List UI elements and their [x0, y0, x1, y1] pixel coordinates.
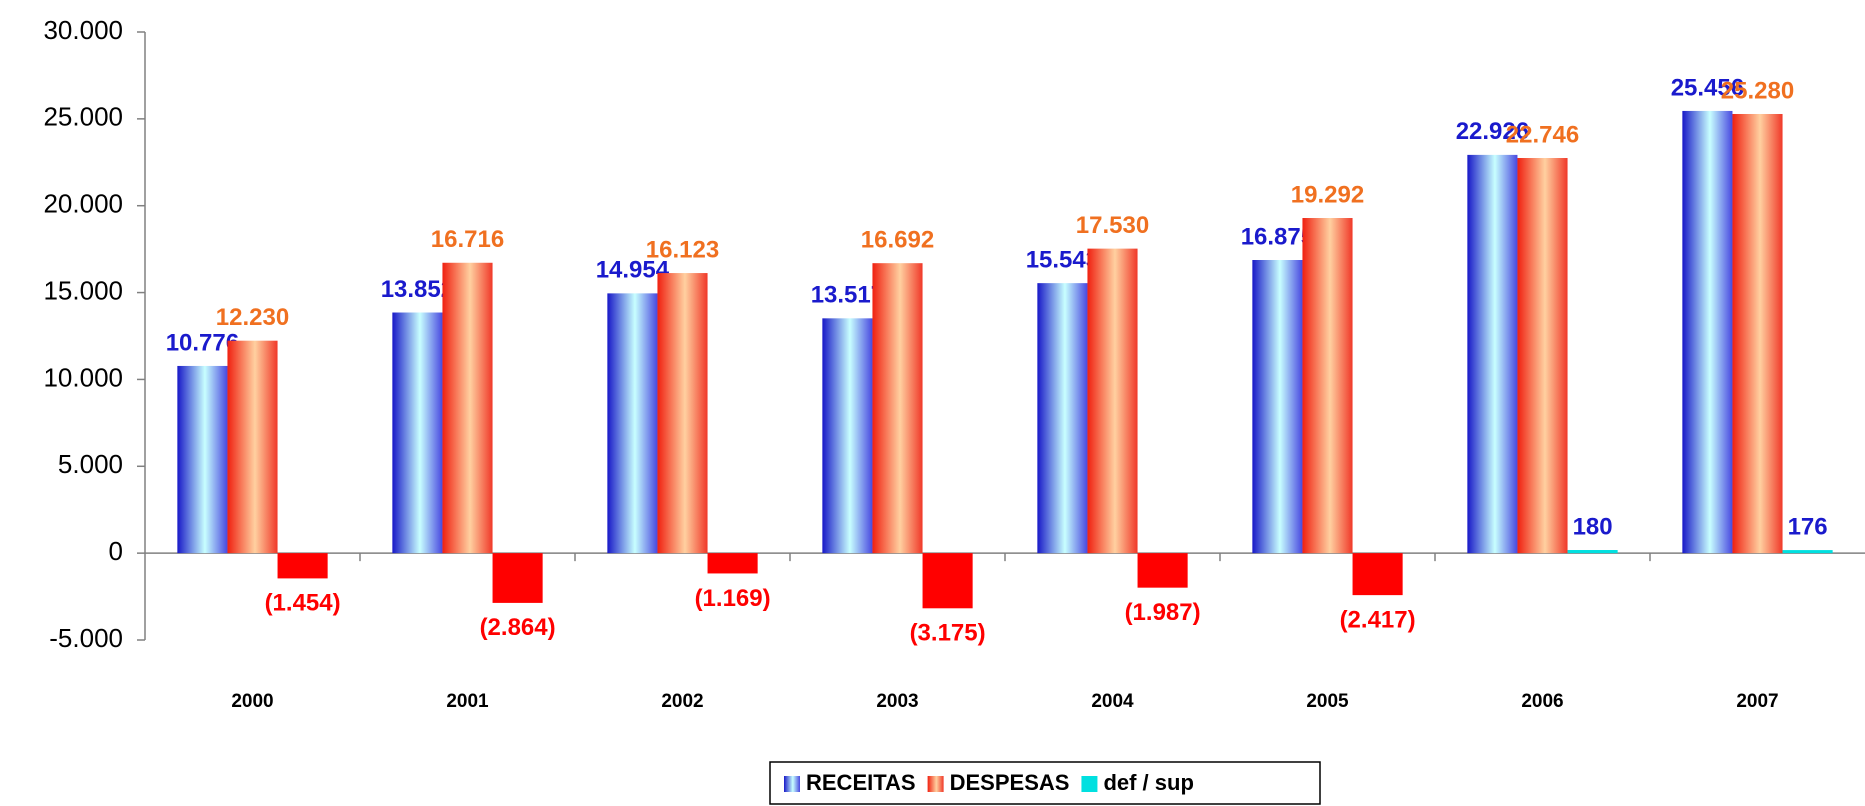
- bar: [657, 273, 708, 554]
- bar: [227, 340, 278, 554]
- x-tick-label: 2001: [446, 691, 489, 712]
- y-tick-label: 20.000: [43, 189, 123, 219]
- bar: [707, 553, 758, 574]
- legend-swatch: [784, 776, 800, 792]
- data-label: (1.987): [1125, 599, 1201, 626]
- bar: [1682, 110, 1733, 554]
- data-label: 22.746: [1506, 121, 1579, 148]
- bar: [492, 553, 543, 603]
- x-tick-label: 2007: [1736, 691, 1778, 712]
- bar: [922, 553, 973, 609]
- data-label: 17.530: [1076, 212, 1149, 239]
- x-tick-label: 2004: [1091, 691, 1134, 712]
- data-label: 176: [1788, 513, 1828, 540]
- data-label: 16.123: [646, 236, 719, 263]
- y-tick-label: -5.000: [49, 623, 123, 653]
- y-tick-label: 5.000: [58, 449, 123, 479]
- bar: [392, 312, 443, 554]
- data-label: 10.776: [166, 329, 239, 356]
- bar: [1137, 553, 1188, 588]
- data-label: 16.875: [1241, 223, 1314, 250]
- bar: [1087, 248, 1138, 554]
- data-label: 13.852: [381, 276, 454, 303]
- y-tick-label: 10.000: [43, 362, 123, 392]
- x-tick-label: 2006: [1521, 691, 1563, 712]
- legend-swatch: [927, 776, 944, 792]
- legend-label: def / sup: [1103, 770, 1193, 795]
- y-tick-label: 30.000: [43, 15, 123, 45]
- x-tick-label: 2003: [876, 691, 918, 712]
- data-label: 22.926: [1456, 118, 1529, 145]
- x-tick-label: 2005: [1306, 691, 1349, 712]
- data-label: 19.292: [1291, 181, 1364, 208]
- data-label: (2.417): [1340, 606, 1416, 633]
- data-label: 180: [1573, 513, 1613, 540]
- bar: [1517, 158, 1568, 554]
- data-label: (3.175): [910, 620, 986, 647]
- bar: [872, 263, 923, 554]
- bar: [1302, 218, 1353, 554]
- data-label: (1.169): [695, 585, 771, 612]
- x-tick-label: 2000: [231, 691, 273, 712]
- data-label: 15.543: [1026, 246, 1099, 273]
- bar: [1037, 283, 1088, 554]
- y-tick-label: 15.000: [43, 275, 123, 305]
- bar: [1252, 260, 1303, 554]
- data-label: (2.864): [480, 614, 556, 641]
- data-label: 12.230: [216, 304, 289, 331]
- legend-label: RECEITAS: [806, 770, 916, 795]
- legend-box: [769, 761, 1321, 805]
- bar: [442, 262, 493, 554]
- bar: [277, 553, 328, 579]
- data-label: 13.517: [811, 282, 884, 309]
- bar: [1352, 553, 1403, 596]
- bar: [1732, 113, 1783, 554]
- x-tick-label: 2002: [661, 691, 703, 712]
- data-label: 16.692: [861, 227, 934, 254]
- bar: [1782, 550, 1833, 554]
- y-tick-label: 25.000: [43, 102, 123, 132]
- bar: [1567, 550, 1618, 554]
- bar: [822, 318, 873, 554]
- bar: [607, 293, 658, 554]
- y-tick-label: 0: [109, 536, 123, 566]
- bar: [1467, 154, 1518, 554]
- data-label: 25.280: [1721, 77, 1794, 104]
- legend-label: DESPESAS: [950, 770, 1070, 795]
- data-label: 25.456: [1671, 74, 1744, 101]
- data-label: 16.716: [431, 226, 504, 253]
- bar: [177, 365, 228, 554]
- data-label: 14.954: [596, 257, 670, 284]
- legend-swatch: [1081, 776, 1098, 792]
- data-label: (1.454): [265, 590, 341, 617]
